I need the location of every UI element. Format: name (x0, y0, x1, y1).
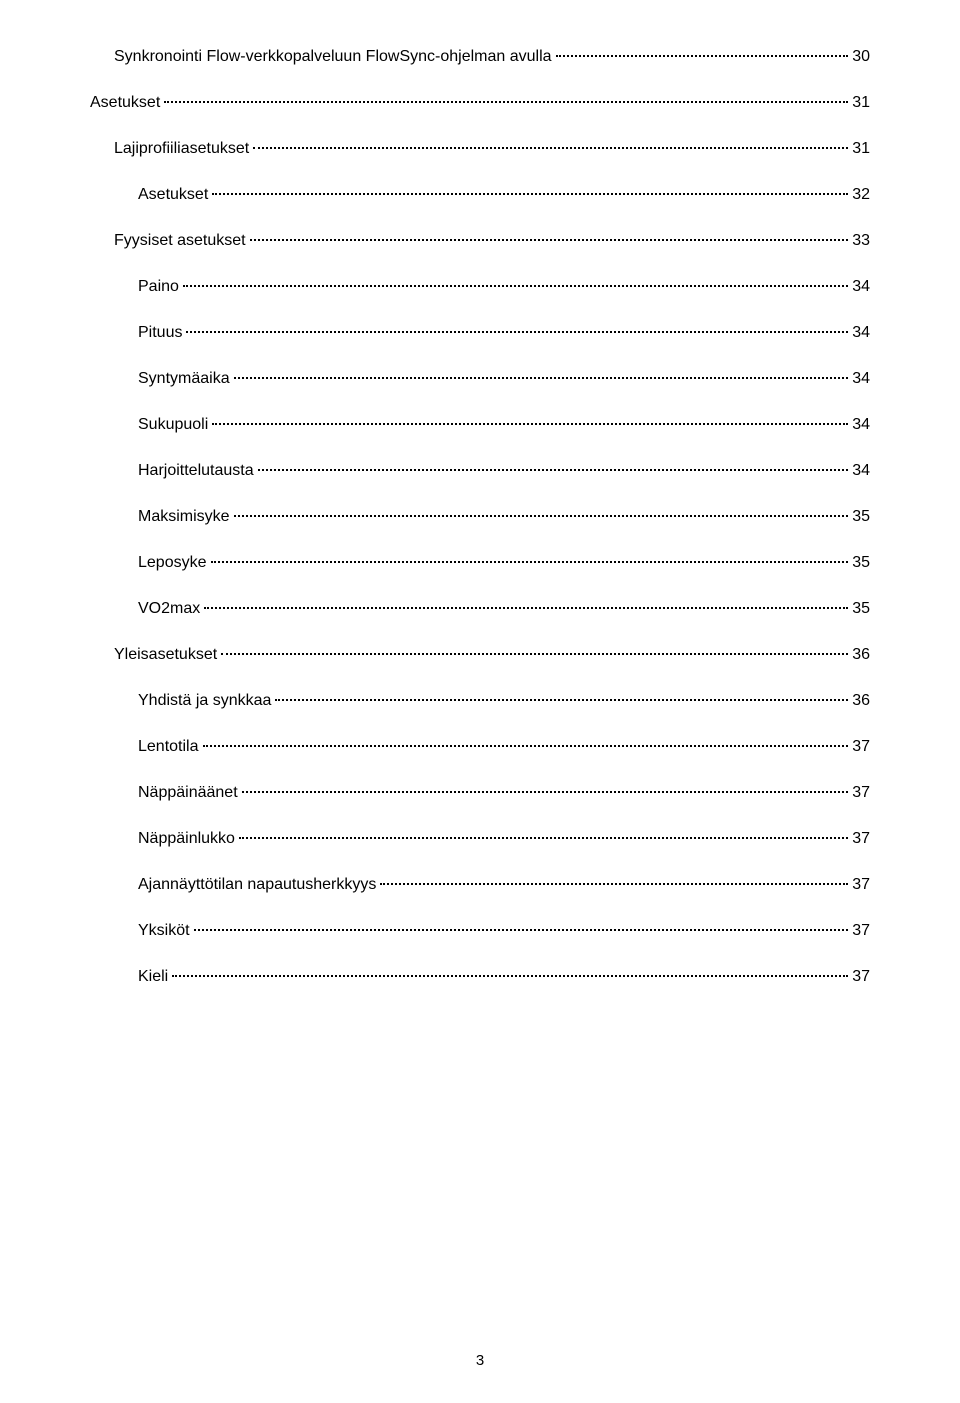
toc-label: Yleisasetukset (114, 646, 217, 664)
toc-entry: Asetukset 32 (90, 186, 870, 204)
toc-entry: Yhdistä ja synkkaa 36 (90, 692, 870, 710)
toc-page-number: 36 (852, 646, 870, 664)
toc-page-number: 34 (852, 416, 870, 434)
toc-label: Synkronointi Flow-verkkopalveluun FlowSy… (114, 48, 552, 66)
table-of-contents: Synkronointi Flow-verkkopalveluun FlowSy… (90, 48, 870, 986)
toc-leader-dots (380, 883, 848, 885)
toc-label: Fyysiset asetukset (114, 232, 246, 250)
toc-label: Maksimisyke (138, 508, 230, 526)
toc-leader-dots (239, 837, 848, 839)
toc-leader-dots (234, 377, 849, 379)
toc-label: Leposyke (138, 554, 207, 572)
toc-entry: Maksimisyke 35 (90, 508, 870, 526)
toc-page-number: 35 (852, 554, 870, 572)
toc-leader-dots (204, 607, 848, 609)
toc-leader-dots (194, 929, 849, 931)
toc-label: Lentotila (138, 738, 199, 756)
toc-entry: Yleisasetukset 36 (90, 646, 870, 664)
toc-entry: VO2max 35 (90, 600, 870, 618)
toc-label: Harjoittelutausta (138, 462, 254, 480)
toc-page-number: 31 (852, 140, 870, 158)
toc-leader-dots (258, 469, 849, 471)
toc-entry: Yksiköt 37 (90, 922, 870, 940)
toc-leader-dots (186, 331, 848, 333)
toc-page-number: 30 (852, 48, 870, 66)
toc-entry: Harjoittelutausta 34 (90, 462, 870, 480)
toc-label: Pituus (138, 324, 182, 342)
toc-leader-dots (172, 975, 848, 977)
toc-label: Syntymäaika (138, 370, 230, 388)
toc-page-number: 34 (852, 462, 870, 480)
toc-label: Ajannäyttötilan napautusherkkyys (138, 876, 376, 894)
toc-entry: Lentotila 37 (90, 738, 870, 756)
toc-page-number: 34 (852, 278, 870, 296)
toc-entry: Pituus 34 (90, 324, 870, 342)
toc-label: Yksiköt (138, 922, 190, 940)
toc-page-number: 34 (852, 324, 870, 342)
toc-entry: Näppäinlukko 37 (90, 830, 870, 848)
toc-page-number: 34 (852, 370, 870, 388)
toc-leader-dots (242, 791, 849, 793)
toc-leader-dots (556, 55, 849, 57)
toc-page-number: 37 (852, 830, 870, 848)
toc-entry: Fyysiset asetukset 33 (90, 232, 870, 250)
toc-label: Paino (138, 278, 179, 296)
toc-leader-dots (221, 653, 848, 655)
toc-page-number: 37 (852, 968, 870, 986)
toc-page-number: 35 (852, 600, 870, 618)
toc-label: Asetukset (138, 186, 208, 204)
toc-label: Asetukset (90, 94, 160, 112)
toc-page-number: 32 (852, 186, 870, 204)
toc-entry: Näppäinäänet 37 (90, 784, 870, 802)
toc-leader-dots (203, 745, 849, 747)
toc-label: VO2max (138, 600, 200, 618)
toc-leader-dots (253, 147, 848, 149)
toc-page-number: 35 (852, 508, 870, 526)
toc-page-number: 37 (852, 922, 870, 940)
toc-leader-dots (164, 101, 848, 103)
page-number: 3 (0, 1352, 960, 1369)
toc-leader-dots (275, 699, 848, 701)
toc-leader-dots (212, 193, 848, 195)
toc-page-number: 37 (852, 738, 870, 756)
toc-entry: Kieli 37 (90, 968, 870, 986)
toc-entry: Sukupuoli 34 (90, 416, 870, 434)
toc-entry: Leposyke 35 (90, 554, 870, 572)
toc-leader-dots (250, 239, 849, 241)
toc-entry: Paino 34 (90, 278, 870, 296)
toc-page-number: 37 (852, 876, 870, 894)
toc-leader-dots (212, 423, 848, 425)
toc-label: Sukupuoli (138, 416, 208, 434)
toc-label: Näppäinlukko (138, 830, 235, 848)
toc-entry: Syntymäaika 34 (90, 370, 870, 388)
toc-page-number: 33 (852, 232, 870, 250)
toc-label: Näppäinäänet (138, 784, 238, 802)
toc-page-number: 31 (852, 94, 870, 112)
toc-leader-dots (234, 515, 849, 517)
toc-label: Yhdistä ja synkkaa (138, 692, 271, 710)
toc-page-number: 37 (852, 784, 870, 802)
toc-entry: Lajiprofiiliasetukset 31 (90, 140, 870, 158)
toc-leader-dots (211, 561, 849, 563)
toc-leader-dots (183, 285, 848, 287)
toc-label: Kieli (138, 968, 168, 986)
toc-page-number: 36 (852, 692, 870, 710)
toc-entry: Ajannäyttötilan napautusherkkyys 37 (90, 876, 870, 894)
toc-entry: Asetukset 31 (90, 94, 870, 112)
toc-label: Lajiprofiiliasetukset (114, 140, 249, 158)
toc-entry: Synkronointi Flow-verkkopalveluun FlowSy… (90, 48, 870, 66)
